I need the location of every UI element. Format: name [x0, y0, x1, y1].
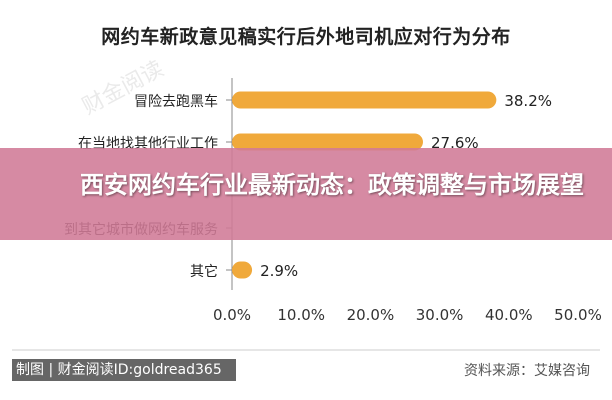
x-tick-label: 50.0% [554, 306, 602, 324]
x-tick-label: 10.0% [277, 306, 325, 324]
source-text: 资料来源：艾媒咨询 [464, 363, 590, 379]
bar [232, 133, 423, 151]
category-label: 冒险去跑黑车 [134, 93, 218, 110]
bar [232, 261, 253, 279]
headline-banner [0, 148, 612, 240]
x-tick-label: 40.0% [485, 306, 533, 324]
chart-title: 网约车新政意见稿实行后外地司机应对行为分布 [101, 26, 511, 48]
x-tick-label: 30.0% [416, 306, 464, 324]
data-label: 38.2% [504, 92, 552, 110]
data-label: 2.9% [260, 262, 298, 280]
x-tick-label: 0.0% [213, 306, 251, 324]
headline-text: 西安网约车行业最新动态：政策调整与市场展望 [80, 171, 584, 199]
watermark-badge: 制图 | 财金阅读ID:goldread365 [12, 359, 236, 381]
category-label: 其它 [190, 263, 218, 280]
data-label: 27.6% [431, 134, 479, 152]
bar [232, 91, 497, 109]
x-tick-label: 20.0% [347, 306, 395, 324]
